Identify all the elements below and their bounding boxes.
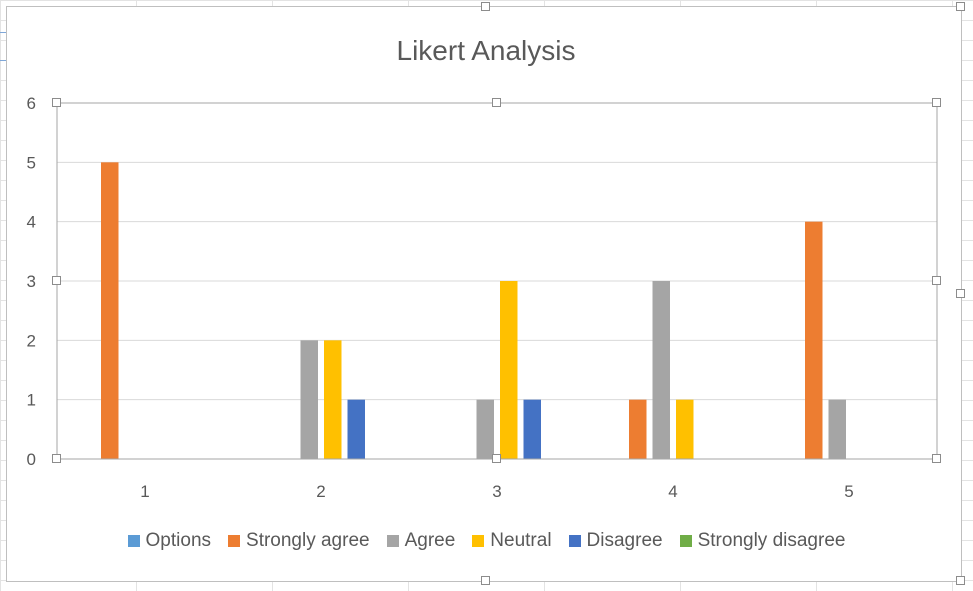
y-tick-label: 1 [27,391,36,410]
chart-title: Likert Analysis [397,35,576,66]
legend-label: Strongly agree [246,530,370,551]
legend-item[interactable]: Strongly agree [228,530,370,552]
legend-item[interactable]: Options [127,530,212,552]
bar-agree[interactable] [652,281,671,459]
x-tick-label: 2 [316,482,325,501]
plot-area-handle[interactable] [932,98,941,107]
legend-label: Neutral [490,530,552,551]
y-tick-label: 4 [27,213,36,232]
legend-swatch [472,535,485,547]
bar-strongly-agree[interactable] [101,162,119,460]
bar-agree[interactable] [476,399,495,459]
bar-neutral[interactable] [324,340,342,459]
legend-label: Disagree [586,530,663,551]
x-tick-label: 1 [140,482,149,501]
plot-area-handle[interactable] [492,98,501,107]
legend-item[interactable]: Disagree [568,530,663,552]
legend-label: Agree [404,530,456,551]
legend-swatch [679,535,692,547]
bar-neutral[interactable] [500,281,518,459]
legend-swatch [568,535,581,547]
x-tick-label: 3 [492,482,501,501]
chart-resize-handle[interactable] [956,576,965,585]
plot-area-handle[interactable] [52,454,61,463]
bars [101,162,847,460]
plot-area-handle[interactable] [492,454,501,463]
chart-resize-handle[interactable] [481,2,490,11]
y-tick-label: 2 [27,331,36,350]
legend-item[interactable]: Agree [386,530,456,552]
y-tick-label: 6 [27,94,36,113]
y-tick-label: 0 [27,450,36,469]
x-axis-ticks: 1 2 3 4 5 [140,482,853,501]
y-tick-label: 5 [27,153,36,172]
plot-area-handle[interactable] [52,98,61,107]
bar-neutral[interactable] [676,399,694,459]
x-tick-label: 4 [668,482,677,501]
legend-item[interactable]: Neutral [472,530,552,552]
plot-area-handle[interactable] [932,454,941,463]
legend-swatch [228,535,241,547]
chart-resize-handle[interactable] [956,289,965,298]
bar-agree[interactable] [300,340,319,459]
chart-resize-handle[interactable] [481,576,490,585]
bar-disagree[interactable] [523,399,542,459]
y-axis-ticks: 0 1 2 3 4 5 6 [27,94,36,469]
legend-swatch [386,535,399,547]
legend-item[interactable]: Strongly disagree [679,530,846,552]
bar-strongly-agree[interactable] [629,399,647,459]
chart-area[interactable] [6,6,962,582]
y-tick-label: 3 [27,272,36,291]
x-tick-label: 5 [844,482,853,501]
plot-area-handle[interactable] [932,276,941,285]
bar-agree[interactable] [828,399,847,459]
legend-label: Options [145,530,212,551]
chart-legend[interactable]: Options Strongly agree Agree Neutral Disagre… [0,530,973,552]
bar-disagree[interactable] [347,399,366,459]
plot-area-handle[interactable] [52,276,61,285]
bar-strongly-agree[interactable] [805,221,823,459]
chart-resize-handle[interactable] [956,2,965,11]
legend-label: Strongly disagree [697,530,846,551]
legend-swatch [127,535,140,547]
